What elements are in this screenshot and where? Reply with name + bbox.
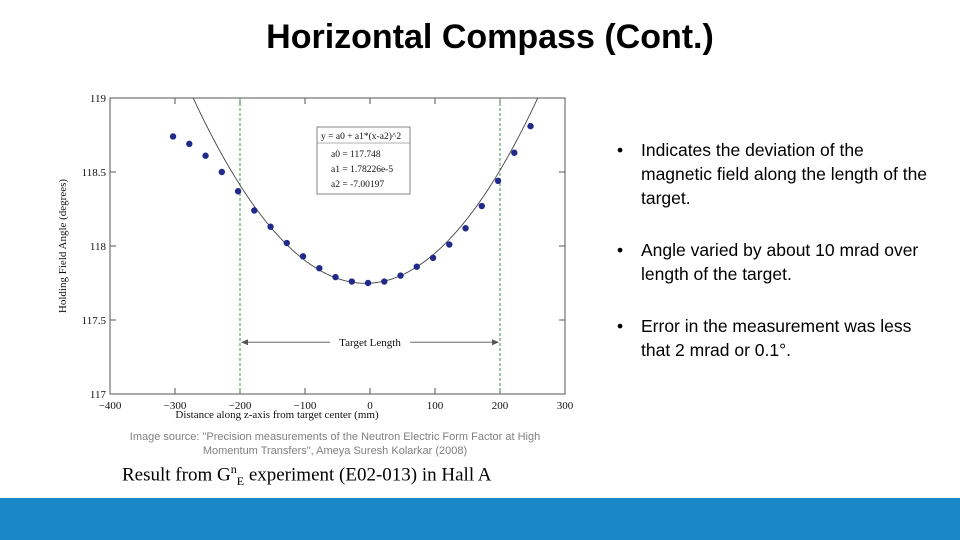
data-point — [494, 177, 502, 185]
bullet-dot: • — [617, 140, 624, 160]
y-tick-label: 119 — [90, 93, 107, 105]
data-point — [332, 273, 339, 281]
bullet-dot: • — [617, 240, 624, 260]
data-point — [251, 207, 258, 214]
x-tick-label: 300 — [557, 400, 574, 412]
x-tick-label: 0 — [367, 400, 373, 412]
y-axis-ticks: 117 117.5 118 118.5 119 — [82, 93, 565, 401]
fit-a0: a0 = 117.748 — [331, 150, 381, 160]
data-points — [169, 122, 534, 287]
data-point — [429, 254, 437, 262]
data-point — [527, 122, 534, 130]
data-point — [511, 149, 518, 156]
y-tick-label: 117 — [90, 389, 107, 401]
data-point — [316, 265, 323, 272]
target-length-annotation: Target Length — [241, 333, 499, 350]
data-point — [446, 241, 453, 248]
result-caption-sup: n — [230, 462, 237, 476]
bullet-text: Indicates the deviation of the magnetic … — [641, 140, 928, 208]
x-tick-label: −300 — [164, 400, 187, 412]
data-point — [381, 278, 388, 285]
fit-formula: y = a0 + a1*(x-a2)^2 — [321, 131, 401, 142]
target-markers — [239, 98, 501, 394]
data-point — [348, 278, 355, 285]
data-point — [462, 225, 469, 232]
fit-parameter-box: y = a0 + a1*(x-a2)^2 a0 = 117.748 a1 = 1… — [316, 126, 411, 195]
data-point — [478, 202, 485, 210]
result-caption-pre: Result from G — [122, 464, 231, 486]
data-point — [202, 152, 209, 159]
data-point — [186, 140, 193, 148]
x-tick-label: 100 — [427, 400, 444, 412]
target-length-label: Target Length — [339, 337, 401, 349]
data-point — [283, 239, 290, 247]
result-caption-post: experiment (E02-013) in Hall A — [244, 464, 492, 486]
footer-bar — [0, 498, 960, 540]
x-axis-label: Distance along z-axis from target center… — [175, 409, 379, 421]
result-caption: Result from GnE experiment (E02-013) in … — [122, 462, 492, 489]
data-point — [169, 133, 177, 140]
data-point — [397, 272, 404, 279]
fit-a2: a2 = -7.00197 — [331, 180, 384, 190]
x-tick-label: 200 — [492, 400, 509, 412]
target-length-arrowhead-right — [492, 339, 499, 346]
bullet-item: • Angle varied by about 10 mrad over leng… — [615, 238, 935, 286]
y-axis-label: Holding Field Angle (degrees) — [57, 179, 69, 313]
bullet-item: • Indicates the deviation of the magnetic… — [615, 138, 935, 210]
slide-title: Horizontal Compass (Cont.) — [266, 18, 714, 56]
x-tick-label: −100 — [294, 400, 317, 412]
data-point — [413, 263, 420, 270]
x-tick-label: −200 — [229, 400, 252, 412]
target-length-label-bg — [330, 333, 410, 350]
target-length-arrowhead-left — [241, 339, 248, 346]
y-tick-label: 118.5 — [82, 167, 107, 179]
data-point — [364, 279, 372, 287]
data-point — [267, 223, 274, 230]
x-tick-label: −400 — [99, 400, 122, 412]
y-tick-label: 118 — [90, 241, 107, 253]
y-tick-label: 117.5 — [82, 315, 107, 327]
data-point — [218, 168, 225, 176]
data-point — [234, 188, 242, 195]
bullet-text: Angle varied by about 10 mrad over lengt… — [641, 240, 919, 284]
bullet-dot: • — [617, 316, 624, 336]
bullet-text: Error in the measurement was less that 2… — [641, 316, 912, 360]
image-source-caption: Image source: "Precision measurements of… — [129, 431, 541, 457]
fit-a1: a1 = 1.78226e-5 — [331, 165, 393, 175]
result-caption-sub: E — [236, 474, 245, 489]
holding-field-chart: −400 −300 −200 −100 0 100 200 300 117117.511811… — [57, 93, 574, 421]
bullet-item: • Error in the measurement was less that … — [615, 314, 935, 362]
bullet-list: • Indicates the deviation of the magnetic… — [615, 138, 935, 390]
data-point — [299, 253, 307, 260]
